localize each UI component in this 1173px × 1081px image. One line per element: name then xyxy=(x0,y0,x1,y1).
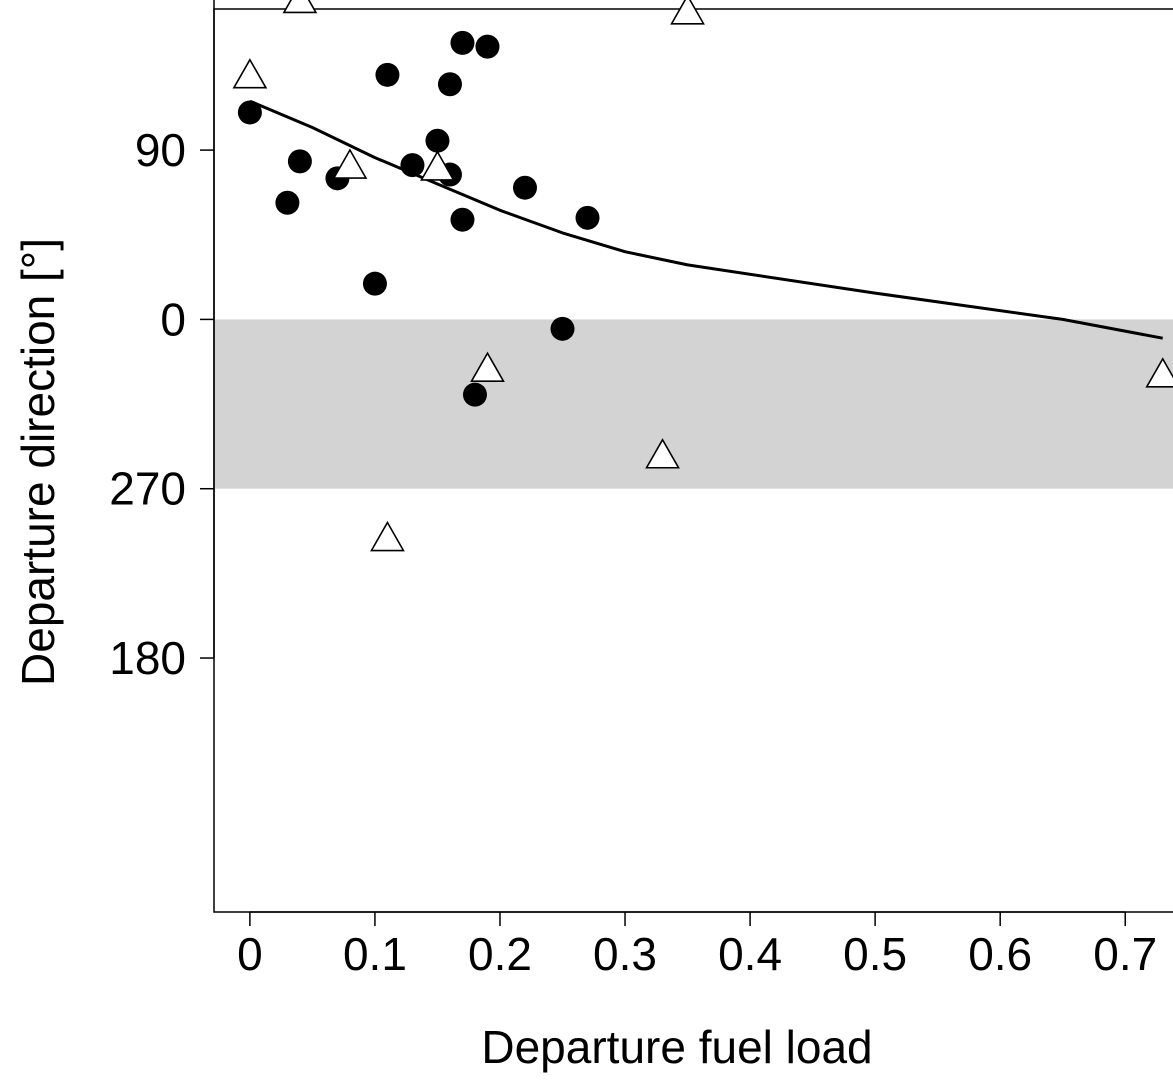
filled-circle-point xyxy=(425,128,450,153)
y-tick-label: 180 xyxy=(109,632,186,684)
x-axis-title: Departure fuel load xyxy=(481,1021,872,1073)
filled-circle-point xyxy=(550,316,575,341)
open-triangle-point xyxy=(282,0,318,14)
x-tick-label: 0.6 xyxy=(968,928,1032,980)
filled-circle-point xyxy=(475,34,500,59)
x-tick-label: 0.5 xyxy=(843,928,907,980)
open-triangle-point xyxy=(670,0,705,25)
open-triangle-point xyxy=(470,351,505,382)
filled-circle-point xyxy=(287,149,312,174)
open-triangle-point xyxy=(1145,357,1173,388)
filled-circle-point xyxy=(512,175,537,200)
points-layer xyxy=(232,0,1173,552)
trend-line-layer xyxy=(249,99,1163,340)
y-tick-label: 90 xyxy=(135,124,186,176)
filled-circle-point xyxy=(275,190,300,215)
x-tick-label: 0.7 xyxy=(1093,928,1157,980)
open-triangle-point xyxy=(332,148,368,179)
trend-line xyxy=(249,99,1163,340)
open-triangle-point xyxy=(370,520,405,552)
open-triangle-point xyxy=(645,438,680,469)
filled-circle-point xyxy=(575,205,600,230)
x-tick-label: 0 xyxy=(237,928,263,980)
y-axis-title: Departure direction [°] xyxy=(12,238,64,686)
open-triangle-point xyxy=(232,58,268,89)
filled-circle-point xyxy=(400,153,425,178)
y-tick-label: 270 xyxy=(109,463,186,515)
x-tick-label: 0.1 xyxy=(343,928,407,980)
filled-circle-point xyxy=(237,100,262,125)
filled-circle-point xyxy=(437,72,462,97)
filled-circle-point xyxy=(362,271,387,296)
shaded-band xyxy=(215,319,1173,489)
x-tick-label: 0.4 xyxy=(718,928,782,980)
x-tick-label: 0.2 xyxy=(468,928,532,980)
y-tick-label: 0 xyxy=(160,293,186,345)
filled-circle-point xyxy=(450,207,475,232)
x-tick-label: 0.3 xyxy=(593,928,657,980)
y-tick-label: 180 xyxy=(109,0,186,7)
axes-layer: 0 0.1 0.2 0.3 0.4 0.5 0.6 0.7 180 90 0 270 180 xyxy=(109,0,1157,980)
shaded-band-layer xyxy=(215,319,1173,489)
open-triangle-point xyxy=(420,150,455,181)
filled-circle-point xyxy=(450,30,475,55)
filled-circle-point xyxy=(462,382,487,407)
filled-circle-point xyxy=(375,62,400,87)
